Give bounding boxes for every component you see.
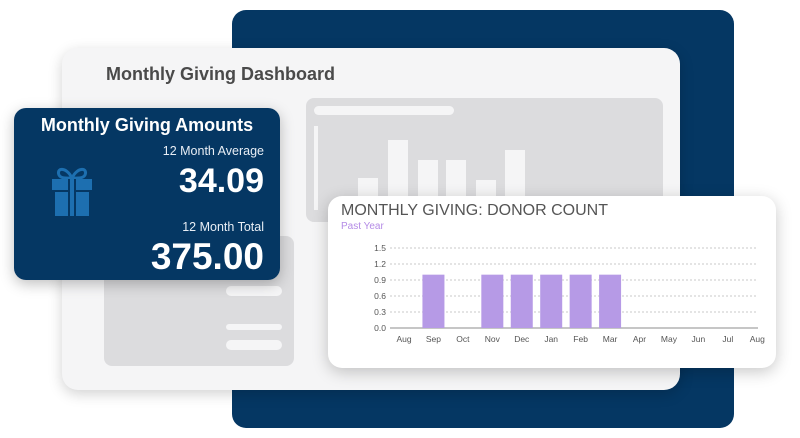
amounts-card-title: Monthly Giving Amounts <box>40 115 254 135</box>
placeholder-line <box>226 286 282 296</box>
average-value: 34.09 <box>178 162 264 200</box>
y-tick-label: 1.5 <box>374 243 386 253</box>
dashboard-title: Monthly Giving Dashboard <box>106 64 336 84</box>
gift-icon <box>52 167 92 216</box>
x-tick-label: Aug <box>750 334 765 344</box>
monthly-giving-amounts-card: Monthly Giving Amounts 12 Month Average … <box>14 108 280 280</box>
chart-title: MONTHLY GIVING: DONOR COUNT <box>341 202 608 219</box>
x-tick-label: Sep <box>426 334 441 344</box>
y-tick-label: 0.6 <box>374 291 386 301</box>
x-tick-label: Jan <box>544 334 558 344</box>
x-tick-label: Nov <box>485 334 501 344</box>
y-tick-label: 1.2 <box>374 259 386 269</box>
average-label: 12 Month Average <box>162 144 264 158</box>
x-tick-label: Dec <box>514 334 530 344</box>
chart-bar-mar <box>599 274 622 328</box>
total-value: 375.00 <box>150 236 264 277</box>
placeholder-axis <box>314 126 318 210</box>
placeholder-line <box>226 340 282 350</box>
placeholder-line <box>226 324 282 330</box>
chart-bar-feb <box>569 274 592 328</box>
chart-bar-sep <box>422 274 445 328</box>
chart-subtitle: Past Year <box>341 221 384 232</box>
total-label: 12 Month Total <box>182 220 264 234</box>
chart-bar-nov <box>481 274 504 328</box>
donor-count-bar-chart: 0.0 0.3 0.6 0.9 1.2 1.5 Aug Sep Oct Nov Dec Jan Feb M… <box>374 243 765 344</box>
donor-count-chart-card: MONTHLY GIVING: DONOR COUNT Past Year 0.… <box>328 196 776 368</box>
x-tick-label: Mar <box>603 334 618 344</box>
x-tick-label: Feb <box>573 334 588 344</box>
x-tick-label: Oct <box>456 334 470 344</box>
chart-bar-jan <box>540 274 563 328</box>
y-tick-label: 0.9 <box>374 275 386 285</box>
y-tick-label: 0.3 <box>374 307 386 317</box>
y-tick-label: 0.0 <box>374 323 386 333</box>
chart-bar-dec <box>510 274 533 328</box>
placeholder-title-line <box>314 106 454 115</box>
x-tick-label: May <box>661 334 678 344</box>
x-tick-label: Aug <box>396 334 411 344</box>
x-tick-label: Apr <box>633 334 646 344</box>
x-tick-label: Jul <box>722 334 733 344</box>
x-tick-label: Jun <box>692 334 706 344</box>
